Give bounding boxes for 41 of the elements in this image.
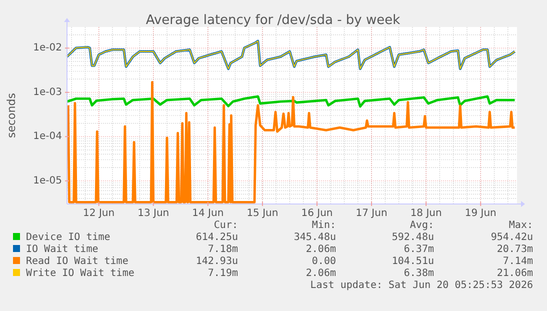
y-tick-label: 1e-04 xyxy=(33,131,62,142)
x-tick-label: 15 Jun xyxy=(246,208,278,219)
legend-label: Read IO Wait time xyxy=(26,256,128,267)
x-tick-label: 17 Jun xyxy=(356,208,388,219)
text: 592.48u xyxy=(392,232,434,243)
text: 7.18m xyxy=(208,244,238,255)
text: 614.25u xyxy=(196,232,238,243)
text: 954.42u xyxy=(490,232,533,243)
x-tick-label: 18 Jun xyxy=(410,208,442,219)
text: 142.93u xyxy=(196,256,238,267)
text: Min: xyxy=(312,220,336,231)
x-tick-label: 16 Jun xyxy=(301,208,333,219)
legend-label: Write IO Wait time xyxy=(26,268,134,279)
text: 7.19m xyxy=(208,268,238,279)
text: Last update: Sat Jun 20 05:25:53 2026 xyxy=(310,280,533,291)
y-axis-title: seconds xyxy=(5,92,18,138)
text: 2.06m xyxy=(306,244,336,255)
x-tick-label: 13 Jun xyxy=(138,208,170,219)
text: 6.38m xyxy=(404,268,434,279)
text: 20.73m xyxy=(496,244,533,255)
y-tick-label: 1e-03 xyxy=(33,86,62,98)
y-tick-label: 1e-05 xyxy=(33,175,62,186)
x-tick-label: 14 Jun xyxy=(192,208,224,219)
legend-label: IO Wait time xyxy=(26,244,98,255)
chart-title: Average latency for /dev/sda - by week xyxy=(146,13,401,28)
legend-label: Device IO time xyxy=(26,232,110,243)
text: Cur: xyxy=(214,220,238,231)
x-tick-label: 12 Jun xyxy=(83,208,115,219)
text: 0.00 xyxy=(312,256,336,267)
text: Max: xyxy=(508,220,533,231)
text: 21.06m xyxy=(496,268,533,279)
text: 6.37m xyxy=(404,244,434,255)
text: 104.51u xyxy=(392,256,434,267)
line-series xyxy=(66,80,516,204)
text: 2.06m xyxy=(306,268,336,279)
line-series xyxy=(66,95,516,108)
text: 345.48u xyxy=(294,232,336,243)
text: Avg: xyxy=(410,220,434,231)
text: 7.14m xyxy=(502,256,533,267)
y-tick-label: 1e-02 xyxy=(33,42,62,54)
x-tick-label: 19 Jun xyxy=(464,208,496,219)
